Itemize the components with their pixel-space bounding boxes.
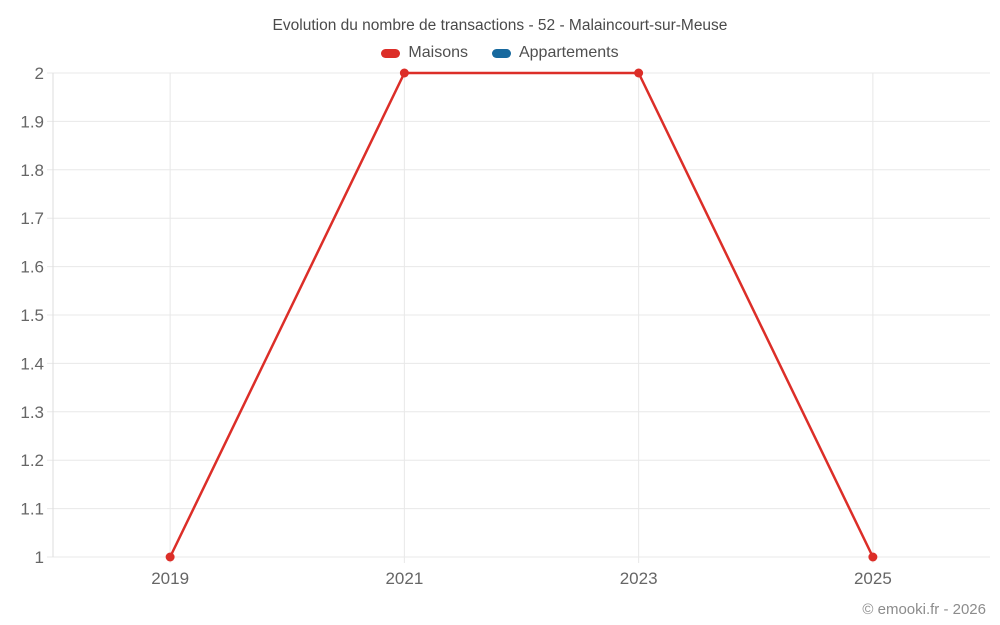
x-tick-label: 2019 [151, 569, 189, 588]
x-tick-label: 2025 [854, 569, 892, 588]
y-tick-label: 1.2 [20, 451, 44, 470]
y-tick-label: 1.1 [20, 500, 44, 519]
data-point-maisons[interactable] [165, 552, 175, 562]
y-tick-label: 1.3 [20, 403, 44, 422]
legend-label: Maisons [408, 44, 468, 61]
y-tick-label: 1.5 [20, 306, 44, 325]
y-tick-label: 2 [35, 64, 44, 83]
legend-swatch-maisons [381, 48, 401, 58]
series-line-maisons [168, 71, 875, 559]
legend-swatch-appartements [491, 48, 511, 58]
y-tick-label: 1.6 [20, 258, 44, 277]
legend-label: Appartements [518, 44, 619, 61]
y-tick-label: 1.4 [20, 354, 44, 373]
watermark-credit: © emooki.fr - 2026 [862, 601, 986, 618]
chart-title: Evolution du nombre de transactions - 52… [272, 17, 728, 34]
legend-item-maisons[interactable]: Maisons [381, 44, 468, 62]
y-tick-label: 1.9 [20, 112, 44, 131]
data-point-maisons[interactable] [399, 68, 409, 78]
x-tick-label: 2023 [620, 569, 658, 588]
y-tick-label: 1 [35, 548, 44, 567]
legend-item-appartements[interactable]: Appartements [491, 44, 619, 62]
chart-legend: Maisons Appartements [0, 44, 1000, 62]
data-point-maisons[interactable] [868, 552, 878, 562]
y-tick-label: 1.8 [20, 161, 44, 180]
x-tick-label: 2021 [385, 569, 423, 588]
data-point-maisons[interactable] [634, 68, 644, 78]
y-tick-label: 1.7 [20, 209, 44, 228]
